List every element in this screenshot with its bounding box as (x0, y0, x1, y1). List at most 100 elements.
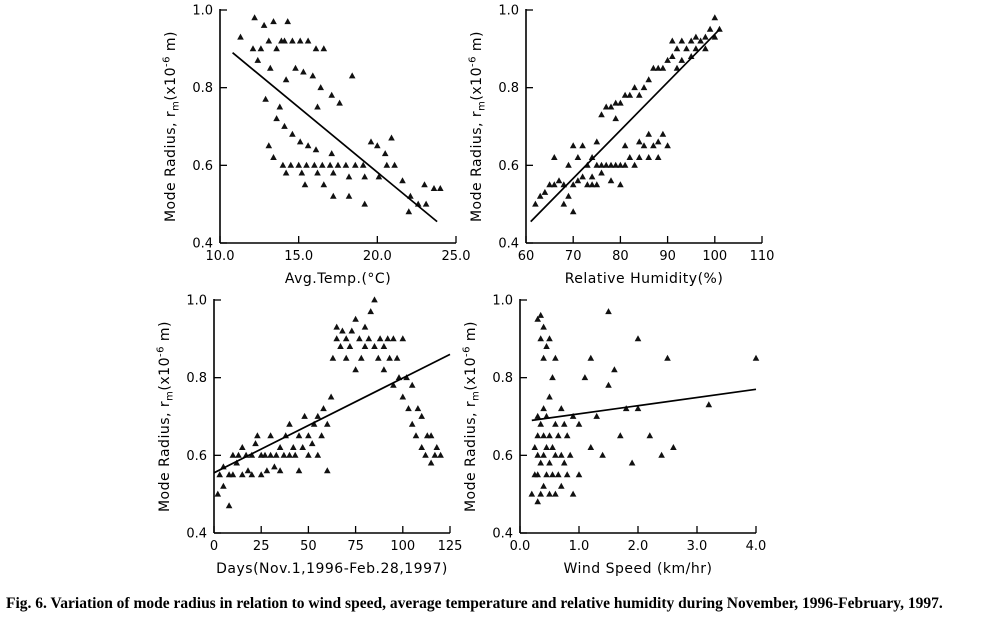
x-tick-label: 90 (659, 249, 676, 264)
scatter-point-triangle (569, 412, 577, 419)
scatter-point-triangle (284, 18, 291, 25)
trend-line (531, 388, 757, 422)
scatter-point-triangle (555, 471, 562, 478)
scatter-point-triangle (546, 335, 553, 342)
scatter-point-triangle (254, 432, 261, 439)
scatter-point-triangle (593, 161, 601, 168)
scatter-point-triangle (337, 343, 344, 349)
scatter-point-triangle (617, 181, 624, 188)
scatter-point-triangle (346, 343, 354, 349)
scatter-point-triangle (312, 45, 320, 52)
scatter-point-triangle (334, 161, 342, 168)
scatter-point-triangle (299, 444, 306, 450)
scatter-point-triangle (282, 169, 290, 176)
scatter-point-triangle (531, 444, 538, 450)
scatter-point-triangle (328, 150, 335, 157)
scatter-point-triangle (314, 103, 321, 110)
x-tick-label: 25.0 (442, 249, 471, 264)
scatter-point-triangle (345, 192, 353, 199)
scatter-point-triangle (261, 451, 269, 458)
scatter-point-triangle (534, 315, 541, 322)
scatter-point-triangle (617, 99, 624, 106)
scatter-point-triangle (558, 482, 565, 489)
scatter-point-triangle (352, 315, 359, 322)
y-tick-label: 0.4 (192, 237, 213, 252)
x-tick-label: 80 (612, 249, 629, 264)
scatter-point-triangle (327, 393, 335, 400)
scatter-point-triangle (654, 154, 662, 160)
scatter-point-triangle (705, 401, 713, 408)
scatter-point-triangle (640, 84, 648, 91)
scatter-point-triangle (552, 490, 559, 497)
scatter-point-triangle (267, 432, 274, 439)
scatter-point-triangle (581, 374, 589, 381)
scatter-point-triangle (563, 432, 571, 439)
y-tick-label: 1.0 (492, 294, 513, 309)
scatter-point-triangle (408, 420, 416, 427)
scatter-point-triangle (403, 374, 410, 381)
scatter-point-triangle (534, 498, 541, 505)
scatter-point-triangle (565, 161, 572, 168)
scatter-point-triangle (669, 37, 676, 44)
scatter-point-triangle (422, 451, 429, 458)
scatter-point-triangle (669, 53, 676, 59)
scatter-point-triangle (532, 200, 539, 207)
scatter-point-triangle (673, 45, 681, 52)
scatter-point-triangle (263, 467, 271, 474)
scatter-point-triangle (566, 451, 574, 458)
x-tick-label: 0 (210, 539, 218, 554)
scatter-point-triangle (365, 335, 373, 342)
scatter-point-triangle (645, 154, 652, 160)
scatter-point-triangle (534, 432, 541, 439)
scatter-point-triangle (579, 173, 586, 180)
scatter-point-triangle (333, 335, 340, 342)
scatter-point-triangle (430, 185, 438, 191)
scatter-point-triangle (336, 99, 343, 106)
scatter-point-triangle (304, 142, 312, 149)
scatter-point-triangle (683, 45, 690, 52)
scatter-point-triangle (214, 490, 222, 497)
scatter-point-triangle (418, 444, 425, 450)
scatter-point-triangle (320, 405, 327, 412)
scatter-point-triangle (371, 296, 378, 303)
scatter-point-triangle (287, 161, 295, 168)
scatter-point-triangle (359, 161, 367, 168)
scatter-point-triangle (220, 482, 227, 489)
y-axis-label: Mode Radius, rm(x10-6 m) (156, 321, 176, 512)
scatter-plot-wind-speed: 0.0 1.0 2.0 3.0 4.0 0.4 0.6 0.8 1.0 Wind Speed (k… (458, 290, 778, 578)
y-axis-label: Mode Radius, rm(x10-6 m) (162, 31, 182, 222)
scatter-point-triangle (408, 381, 416, 388)
scatter-point-triangle (697, 37, 704, 44)
x-tick-label: 50 (300, 539, 317, 554)
scatter-point-triangle (636, 138, 643, 145)
x-tick-label: 70 (565, 249, 582, 264)
y-tick-label: 0.6 (192, 159, 213, 174)
scatter-point-triangle (664, 56, 671, 63)
scatter-point-triangle (304, 37, 312, 44)
scatter-point-triangle (534, 412, 541, 419)
figure-caption-label: Fig. 6. (6, 594, 47, 612)
y-tick-label: 1.0 (192, 4, 213, 19)
scatter-point-triangle (273, 451, 280, 458)
scatter-point-triangle (376, 335, 384, 342)
scatter-point-triangle (621, 142, 629, 149)
scatter-point-triangle (271, 463, 278, 470)
scatter-point-triangle (310, 420, 318, 427)
scatter-point-triangle (257, 45, 265, 52)
scatter-point-triangle (678, 37, 686, 44)
axes (219, 9, 456, 244)
y-tick-label: 1.0 (498, 4, 519, 19)
scatter-point-triangle (706, 25, 714, 32)
scatter-point-triangle (393, 354, 401, 361)
chart-canvas: 60 70 80 90 100 110 0.4 0.6 0.8 1.0 Relative Humid… (468, 4, 775, 288)
scatter-point-triangle (361, 343, 369, 349)
data-points (237, 14, 444, 215)
scatter-point-triangle (348, 327, 356, 334)
scatter-point-triangle (540, 451, 547, 458)
scatter-point-triangle (265, 37, 273, 44)
scatter-point-triangle (607, 177, 615, 184)
scatter-point-triangle (543, 471, 550, 478)
scatter-point-triangle (599, 451, 606, 458)
scatter-point-triangle (367, 138, 375, 145)
scatter-point-triangle (405, 405, 412, 412)
